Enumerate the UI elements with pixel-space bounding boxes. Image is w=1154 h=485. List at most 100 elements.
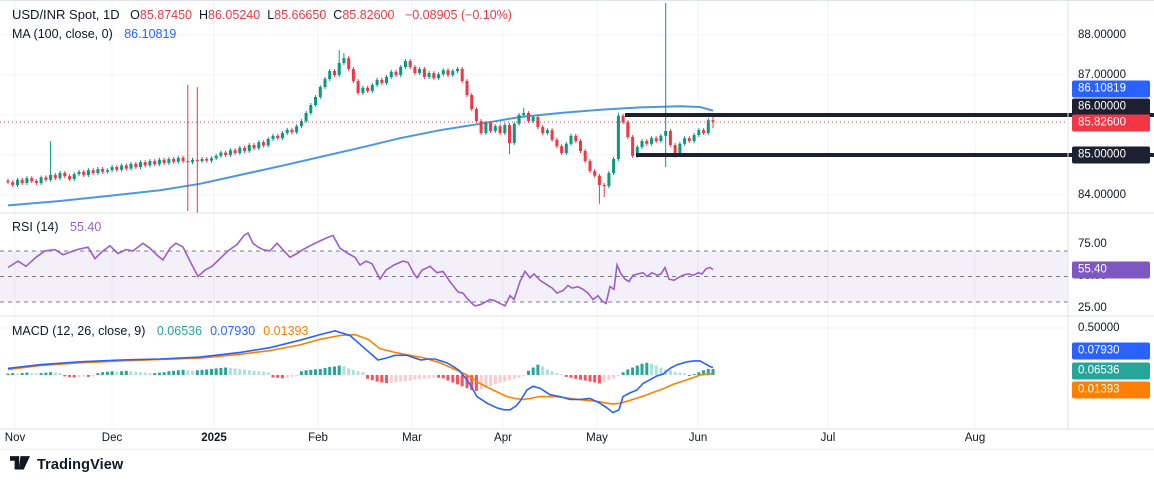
ohlc-field: 85.87450 — [139, 8, 193, 22]
time-axis-tick-label[interactable]: Dec — [101, 432, 123, 444]
candle-body — [328, 71, 332, 79]
candle-body — [399, 67, 403, 75]
candle-body — [309, 105, 313, 113]
candle-body — [228, 150, 232, 155]
candle-body — [451, 71, 455, 75]
macd-histogram-bar — [77, 375, 81, 377]
tradingview-link[interactable]: TradingView — [10, 456, 123, 473]
candle-body — [673, 145, 677, 153]
candle-body — [564, 143, 568, 153]
candle-body — [143, 162, 147, 166]
macd-histogram-bar — [597, 375, 601, 384]
symbol-title: USD/INR Spot, 1D — [12, 7, 120, 22]
chart-plot-area[interactable] — [0, 0, 1154, 450]
candle-body — [257, 142, 261, 149]
candle-body — [356, 81, 360, 93]
macd-histogram-bar — [650, 363, 653, 375]
macd-histogram-bar — [413, 375, 417, 380]
candle-body — [295, 126, 299, 133]
time-axis-tick-label[interactable]: Jul — [820, 432, 836, 444]
candle-body — [432, 73, 436, 79]
macd-histogram-bar — [626, 369, 630, 375]
macd-histogram-bar — [58, 373, 62, 375]
macd-histogram-bar — [262, 371, 265, 375]
price-scale-tick-label[interactable]: 84.00000 — [1078, 189, 1126, 201]
candle-body — [437, 74, 441, 79]
macd-value: 0.07930 — [210, 324, 256, 338]
candle-body — [243, 147, 247, 151]
macd-histogram-bar — [247, 370, 251, 375]
candle-body — [418, 69, 422, 73]
candle-body — [687, 138, 691, 141]
candle-body — [186, 161, 190, 163]
candle-body — [370, 85, 374, 91]
macd-histogram-bar — [508, 375, 511, 381]
candle-body — [517, 115, 521, 124]
macd-histogram-bar — [555, 373, 559, 375]
macd-histogram-bar — [560, 374, 564, 376]
macd-histogram-bar — [11, 373, 15, 375]
macd-histogram-bar — [512, 375, 516, 379]
time-axis-tick-label[interactable]: Aug — [964, 432, 986, 444]
macd-histogram-bar — [569, 375, 573, 378]
candle-body — [11, 182, 15, 185]
candle-body — [498, 126, 502, 133]
candle-body — [484, 123, 488, 133]
macd-histogram-bar — [257, 371, 261, 375]
time-axis-tick-label[interactable]: Jun — [688, 432, 708, 444]
macd-histogram-bar — [224, 367, 228, 375]
candle-body — [224, 152, 228, 155]
macd-histogram-bar — [432, 375, 436, 378]
macd-histogram-bar — [489, 375, 493, 387]
candle-body — [247, 145, 251, 151]
candle-body — [86, 170, 90, 175]
macd-histogram-bar — [654, 365, 658, 375]
macd-histogram-bar — [687, 375, 691, 376]
macd-histogram-bar — [63, 375, 67, 377]
macd-value: 0.06536 — [156, 324, 203, 338]
macd-histogram-bar — [162, 372, 166, 375]
macd-histogram-bar — [309, 369, 313, 375]
macd-histogram-bar — [527, 370, 530, 375]
rsi-scale-tick-label[interactable]: 25.00 — [1078, 302, 1107, 314]
candle-body — [148, 161, 152, 166]
candle-body — [134, 163, 138, 167]
candle-body — [337, 63, 341, 75]
price-scale-tick-label[interactable]: 87.00000 — [1078, 69, 1126, 81]
candle-body — [342, 58, 346, 63]
macd-histogram-bar — [342, 366, 346, 375]
candle-body — [706, 120, 710, 133]
candle-body — [375, 79, 379, 85]
rsi-line — [7, 231, 714, 307]
price-scale-tick-label[interactable]: 88.00000 — [1078, 29, 1126, 41]
macd-histogram-bar — [668, 370, 672, 375]
macd-histogram-bar — [593, 375, 597, 383]
candle-body — [489, 123, 493, 131]
price-scale-price-badge: 85.00000 — [1072, 146, 1150, 164]
macd-histogram-bar — [30, 373, 34, 375]
macd-histogram-bar — [181, 369, 185, 375]
candle-body — [583, 151, 587, 161]
price-scale-price-badge: 86.00000 — [1072, 98, 1150, 116]
candle-body — [271, 135, 275, 139]
time-axis-tick-label[interactable]: 2025 — [201, 432, 227, 444]
candle-body — [593, 171, 597, 176]
time-axis-tick-label[interactable]: Nov — [4, 432, 26, 444]
time-axis-tick-label[interactable]: May — [586, 432, 608, 444]
time-axis-tick-label[interactable]: Apr — [494, 432, 512, 444]
time-axis-tick-label[interactable]: Mar — [402, 432, 422, 444]
candle-body — [290, 129, 294, 133]
rsi-scale-tick-label[interactable]: 75.00 — [1078, 238, 1107, 250]
time-axis-tick-label[interactable]: Feb — [308, 432, 328, 444]
macd-histogram-bar — [333, 366, 336, 375]
candle-body — [129, 163, 133, 169]
macd-histogram-bar — [493, 375, 497, 385]
macd-histogram-bar — [408, 375, 412, 381]
candle-body — [285, 129, 289, 133]
candle-body — [304, 113, 308, 121]
macd-histogram-bar — [583, 375, 587, 381]
macd-histogram-bar — [271, 375, 275, 378]
candle-body — [53, 175, 57, 179]
candle-body — [508, 125, 511, 143]
macd-scale-tick-label[interactable]: 0.50000 — [1078, 322, 1120, 334]
